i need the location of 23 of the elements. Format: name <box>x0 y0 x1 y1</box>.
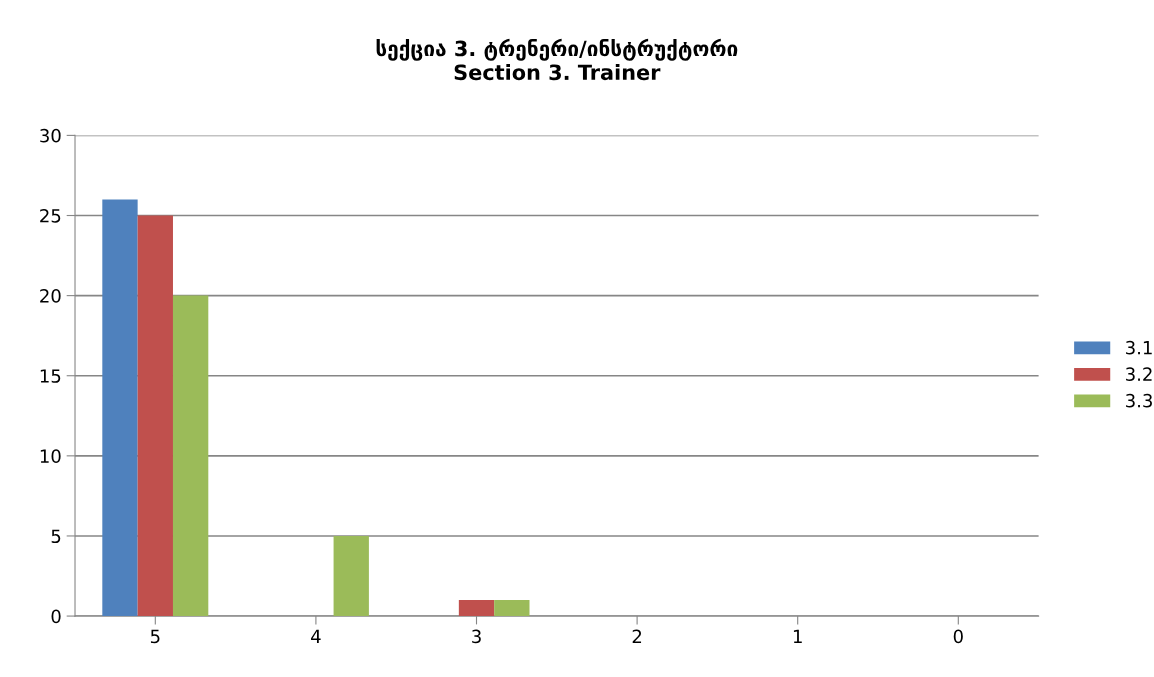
x-tick-label: 1 <box>793 629 802 643</box>
chart-title: სექცია 3. ტრენერი/ინსტრუქტორი Section 3. Trainer <box>376 38 738 81</box>
x-tick-label: 4 <box>311 629 321 643</box>
bar <box>458 600 495 617</box>
bar <box>102 199 138 617</box>
x-tick-label: 5 <box>150 629 160 644</box>
y-tick-label: 10 <box>40 449 61 463</box>
bar <box>494 600 530 617</box>
y-tick-label: 30 <box>40 128 61 143</box>
bar <box>333 535 369 617</box>
x-tick-label: 3 <box>472 629 481 644</box>
y-tick-label: 25 <box>40 208 61 223</box>
legend-label: 3.3 <box>1126 393 1152 408</box>
y-tick-label: 0 <box>51 609 61 624</box>
y-tick-label: 5 <box>51 529 61 544</box>
x-tick-label: 0 <box>953 629 963 644</box>
legend-label: 3.2 <box>1126 367 1152 381</box>
bar <box>172 295 209 617</box>
y-tick-label: 20 <box>40 289 61 303</box>
x-tick-label: 2 <box>632 629 642 643</box>
bar <box>137 215 173 617</box>
legend-label: 3.1 <box>1126 340 1152 355</box>
y-tick-label: 15 <box>40 369 61 383</box>
